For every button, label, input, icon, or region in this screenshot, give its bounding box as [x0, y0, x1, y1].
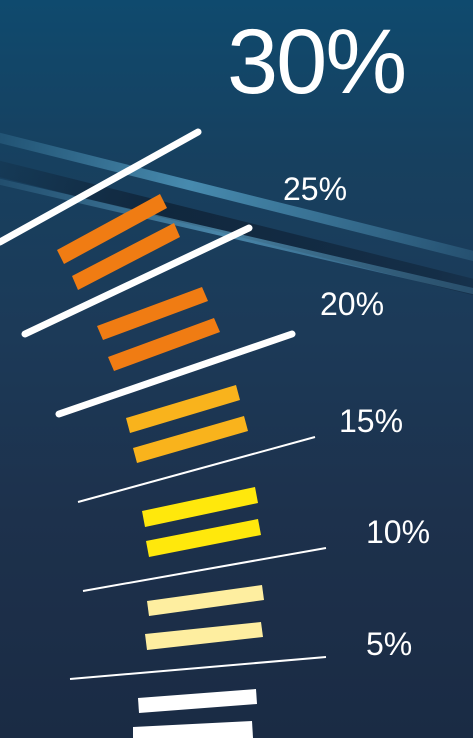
scale-label-25: 25%	[283, 171, 348, 207]
level-bar	[57, 194, 167, 264]
level-bar	[72, 223, 180, 290]
level-bar	[108, 318, 220, 371]
headline-percentage: 30%	[227, 11, 407, 113]
level-bar	[97, 287, 208, 340]
level-bar	[146, 519, 261, 557]
scale-label-10: 10%	[366, 514, 431, 550]
tick-line	[69, 656, 327, 680]
scale-label-20: 20%	[320, 286, 385, 322]
level-bar	[126, 385, 240, 433]
tick-line	[77, 436, 316, 503]
tick-line	[21, 224, 253, 338]
scale-label-5: 5%	[366, 626, 413, 662]
level-bar	[145, 622, 263, 650]
tick-line	[0, 128, 202, 246]
level-bar	[147, 585, 264, 616]
level-bar	[133, 721, 253, 738]
tick-line	[55, 330, 296, 418]
level-bar	[142, 487, 258, 527]
level-bar	[133, 416, 248, 463]
scale-label-15: 15%	[339, 403, 404, 439]
level-bar	[138, 689, 257, 713]
tick-line	[82, 547, 327, 592]
